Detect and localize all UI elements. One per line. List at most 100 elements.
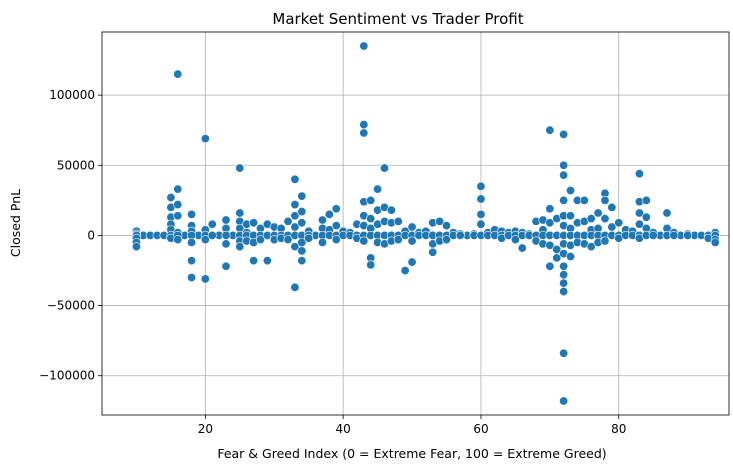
data-point	[166, 193, 176, 203]
data-point	[331, 235, 341, 245]
plot-frame	[101, 31, 730, 416]
y-tick-label: 0	[87, 228, 95, 242]
grid-lines	[102, 32, 729, 415]
data-point	[366, 195, 376, 205]
data-point	[559, 170, 569, 180]
data-point	[586, 242, 596, 252]
data-point	[290, 282, 300, 292]
data-point	[435, 216, 445, 226]
data-point	[510, 235, 520, 245]
data-point	[545, 204, 555, 214]
y-axis-label: Closed PnL	[8, 189, 23, 257]
data-point	[552, 253, 562, 263]
data-point	[235, 163, 245, 173]
data-point	[393, 216, 403, 226]
data-point	[545, 125, 555, 135]
data-point	[559, 348, 569, 358]
y-tick-label: 100000	[49, 88, 95, 102]
data-point	[249, 218, 259, 228]
data-point	[559, 287, 569, 297]
data-point	[600, 195, 610, 205]
data-point	[304, 233, 314, 243]
x-tick-label: 80	[611, 422, 626, 436]
data-point	[359, 128, 369, 138]
data-point	[373, 184, 383, 194]
data-point	[559, 396, 569, 406]
y-tick-label: −100000	[39, 369, 95, 383]
data-point	[455, 230, 465, 240]
data-point	[634, 169, 644, 179]
data-point	[600, 214, 610, 224]
data-point	[566, 251, 576, 261]
data-point	[393, 235, 403, 245]
x-tick-label: 60	[473, 422, 488, 436]
data-point	[262, 256, 272, 266]
data-point	[173, 211, 183, 221]
data-point	[634, 219, 644, 229]
data-point	[173, 184, 183, 194]
data-point	[600, 236, 610, 246]
data-point	[187, 273, 197, 283]
y-tick-label: 50000	[57, 158, 95, 172]
data-point	[331, 221, 341, 231]
data-point	[669, 230, 679, 240]
data-point	[579, 195, 589, 205]
data-point	[407, 236, 417, 246]
data-point	[607, 202, 617, 212]
data-point	[407, 257, 417, 267]
chart-title: Market Sentiment vs Trader Profit	[272, 10, 523, 28]
data-point	[317, 237, 327, 247]
data-point	[407, 222, 417, 232]
data-point	[207, 219, 217, 229]
data-point	[297, 246, 307, 256]
data-point	[559, 129, 569, 139]
data-point	[641, 195, 651, 205]
data-point	[559, 270, 569, 280]
data-point	[442, 235, 452, 245]
data-point	[173, 69, 183, 79]
data-point	[317, 215, 327, 225]
data-point	[200, 274, 210, 284]
data-point	[207, 230, 217, 240]
data-point	[400, 265, 410, 275]
data-point	[566, 186, 576, 196]
data-point	[662, 208, 672, 218]
data-point	[476, 219, 486, 229]
data-point	[297, 218, 307, 228]
data-point	[235, 208, 245, 218]
data-point	[634, 208, 644, 218]
data-point	[586, 214, 596, 224]
data-point	[559, 195, 569, 205]
data-point	[249, 256, 259, 266]
data-point	[173, 235, 183, 245]
data-point	[200, 235, 210, 245]
data-point	[255, 235, 265, 245]
data-point	[641, 212, 651, 222]
data-point	[442, 221, 452, 231]
x-tick-label: 20	[198, 422, 213, 436]
data-point	[428, 247, 438, 257]
data-point	[545, 240, 555, 250]
x-tick-label: 40	[336, 422, 351, 436]
data-point	[359, 236, 369, 246]
data-point	[221, 215, 231, 225]
data-point	[290, 242, 300, 252]
data-point	[297, 207, 307, 217]
data-point	[283, 235, 293, 245]
data-point	[683, 230, 693, 240]
data-point	[187, 237, 197, 247]
data-point	[200, 134, 210, 144]
data-point	[379, 163, 389, 173]
data-point	[290, 200, 300, 210]
data-point	[290, 174, 300, 184]
data-point	[359, 41, 369, 51]
data-point	[187, 209, 197, 219]
data-point	[235, 242, 245, 252]
data-points	[131, 41, 720, 406]
data-point	[559, 261, 569, 271]
data-point	[297, 256, 307, 266]
data-point	[545, 218, 555, 228]
data-point	[187, 256, 197, 266]
data-point	[366, 260, 376, 270]
data-point	[324, 209, 334, 219]
